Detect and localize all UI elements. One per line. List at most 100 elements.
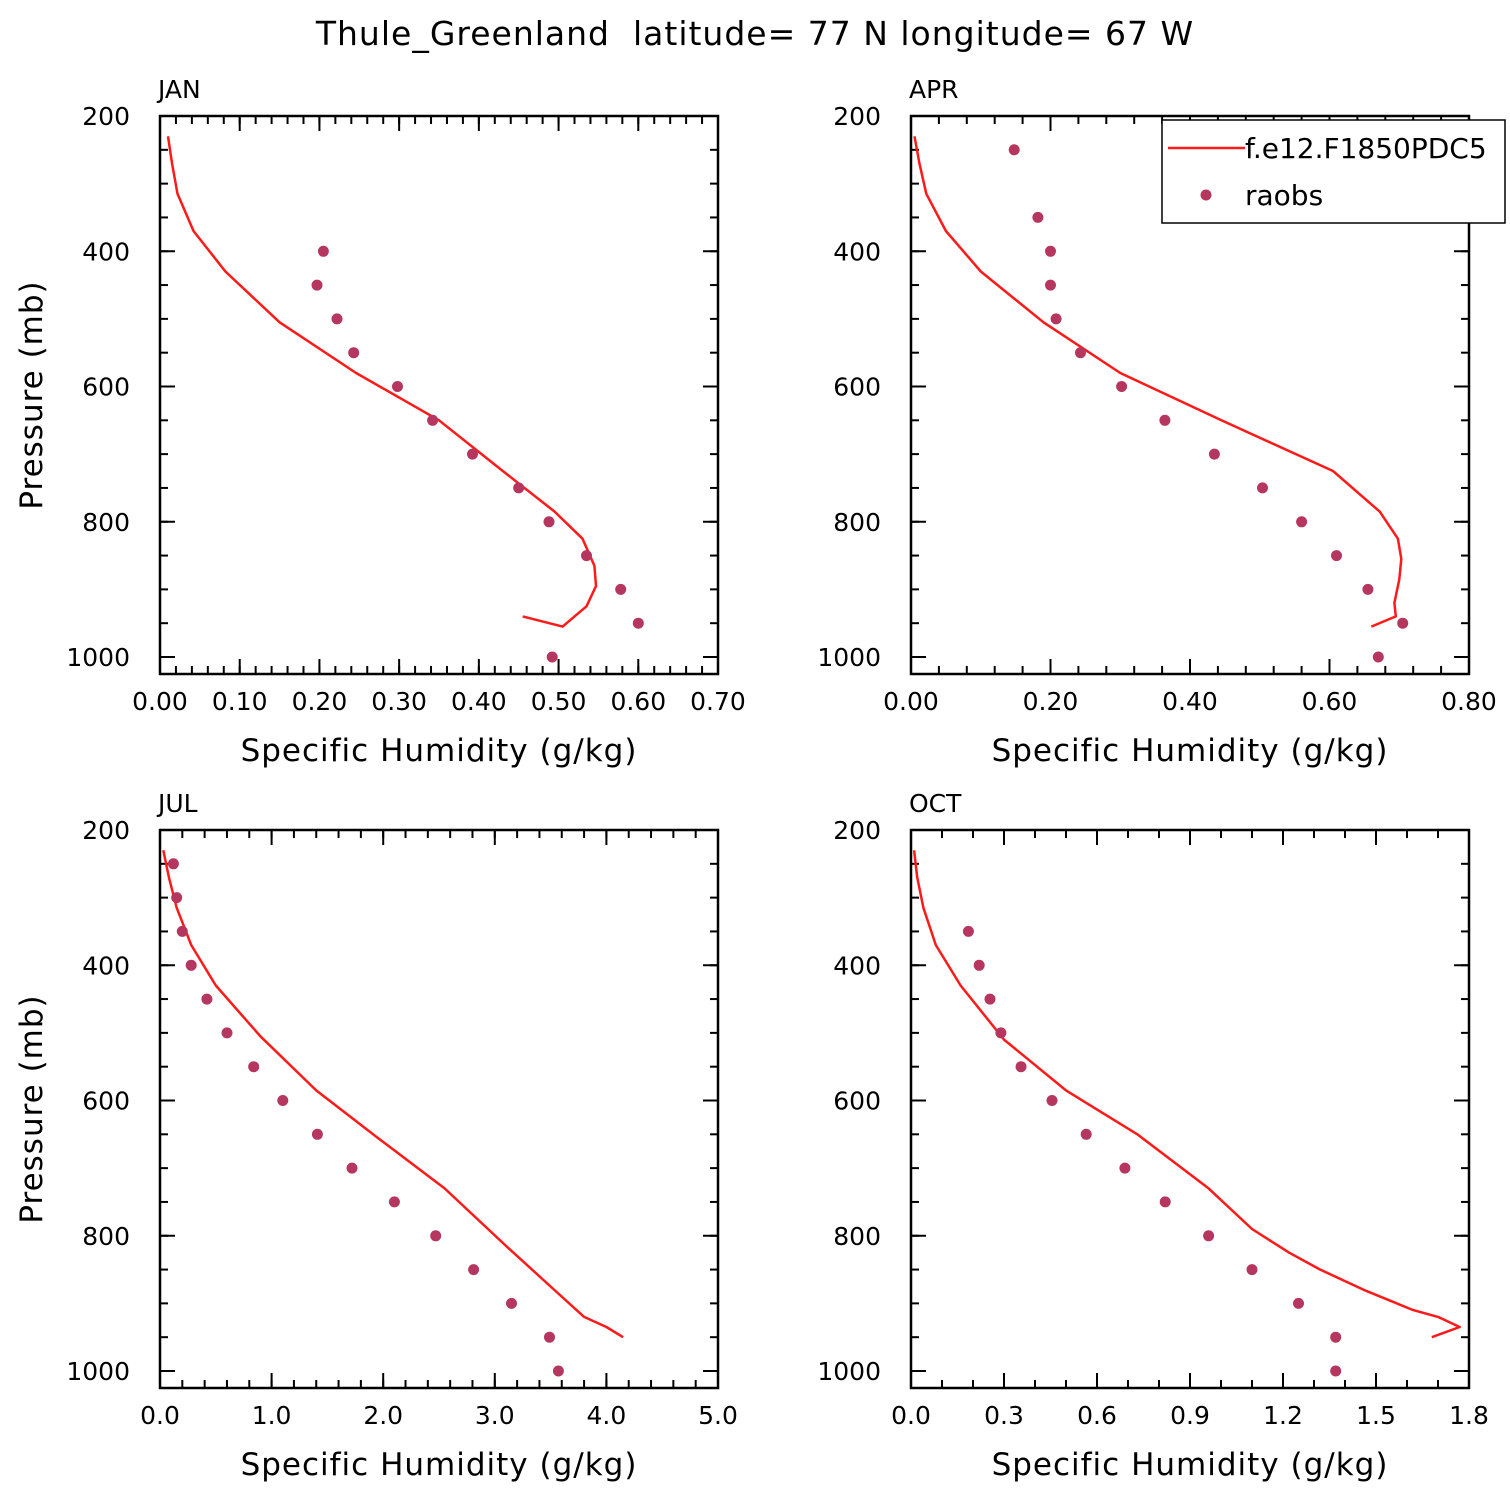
raobs-point [632,617,644,629]
x-tick-label: 0.50 [531,687,587,716]
raobs-point [581,550,592,562]
x-tick-label: 0.60 [610,687,666,716]
y-tick-label: 600 [82,373,130,402]
legend: f.e12.F1850PDC5 raobs [1161,119,1506,224]
y-tick-label: 800 [833,1222,881,1251]
raobs-point [1045,245,1056,257]
y-tick-label: 400 [833,237,881,266]
model-profile-line [913,136,1403,628]
panel-title-jul: JUL [156,789,198,818]
raobs-point [277,1095,289,1106]
raobs-point [552,1365,564,1377]
raobs-point [171,892,183,904]
y-tick-label: 400 [82,951,130,980]
raobs-point [311,1128,323,1140]
raobs-point [984,993,996,1005]
x-axis-label: Specific Humidity (g/kg) [241,733,638,769]
raobs-point [615,583,627,595]
raobs-point [331,313,343,325]
raobs-point [546,651,558,663]
panel-title-apr: APR [909,75,959,104]
y-tick-label: 200 [833,816,881,845]
legend-box [1161,119,1506,224]
raobs-point [467,448,478,460]
x-tick-label: 0.60 [1302,687,1358,716]
x-tick-label: 0.20 [1023,687,1079,716]
raobs-point [995,1027,1007,1039]
x-tick-label: 1.2 [1263,1401,1303,1430]
raobs-point [1046,1095,1058,1106]
y-axis-label: Pressure (mb) [14,994,50,1223]
x-tick-label: 0.30 [371,687,427,716]
raobs-point [392,381,403,392]
legend-label-obs: raobs [1245,179,1323,212]
y-tick-label: 400 [82,237,130,266]
raobs-point [201,993,213,1005]
raobs-point [1008,144,1020,156]
plot-frame-jul [158,828,720,1390]
y-tick-label: 800 [833,508,881,537]
raobs-point [1075,347,1086,359]
raobs-point [430,1230,442,1242]
y-tick-label: 1000 [66,1357,130,1386]
raobs-point [1257,482,1268,494]
x-tick-label: 0.10 [212,687,268,716]
x-tick-label: 0.80 [1441,687,1497,716]
x-tick-label: 0.3 [984,1401,1024,1430]
raobs-point [1246,1264,1258,1276]
raobs-point [1208,448,1220,460]
y-tick-label: 1000 [817,643,881,672]
raobs-point [221,1027,233,1039]
raobs-point [348,347,360,359]
raobs-point [1203,1230,1215,1242]
raobs-point [1119,1162,1131,1174]
x-tick-label: 0.0 [891,1401,931,1430]
raobs-point [1362,583,1374,595]
x-tick-label: 3.0 [475,1401,515,1430]
raobs-point [1050,313,1062,325]
x-tick-label: 0.20 [292,687,348,716]
y-axis-label: Pressure (mb) [14,280,50,509]
raobs-point [1032,211,1044,223]
raobs-point [176,925,188,937]
raobs-point [1397,617,1409,629]
x-tick-label: 2.0 [363,1401,403,1430]
raobs-point [1331,550,1342,562]
x-tick-label: 0.6 [1077,1401,1117,1430]
plot-frame-jan [158,114,720,676]
x-tick-label: 0.70 [690,687,746,716]
panel-title-jan: JAN [156,75,201,104]
raobs-point [388,1196,400,1208]
legend-marker-swatch [1200,189,1212,201]
model-profile-line [912,850,1461,1339]
y-tick-label: 200 [82,816,130,845]
x-tick-label: 0.9 [1170,1401,1210,1430]
raobs-point [1372,651,1384,663]
plot-frame-oct [909,828,1471,1390]
raobs-point [962,925,974,937]
raobs-point [427,414,439,426]
raobs-point [317,245,329,257]
main-title: Thule_Greenland latitude= 77 N longitude… [315,14,1194,53]
raobs-point [1015,1061,1027,1073]
x-tick-label: 0.40 [1162,687,1218,716]
raobs-point [973,959,985,971]
x-tick-label: 0.00 [132,687,188,716]
y-tick-label: 600 [833,373,881,402]
panel-jul: 0.0 1.0 2.0 3.0 4.0 5.0 200 400 600 800 1000 JUL Spe… [14,789,738,1483]
panel-oct: 0.0 0.3 0.6 0.9 1.2 1.5 1.8 200 400 600 800 1000 OCT… [817,789,1489,1483]
y-tick-label: 1000 [817,1357,881,1386]
model-profile-line [166,136,598,628]
raobs-point [544,1331,555,1343]
raobs-point [1159,414,1171,426]
raobs-point [185,959,197,971]
raobs-point [506,1297,517,1309]
x-tick-label: 1.0 [252,1401,292,1430]
x-axis-label: Specific Humidity (g/kg) [992,733,1389,769]
x-tick-label: 0.00 [883,687,939,716]
y-tick-label: 800 [82,508,130,537]
panel-jan: 0.00 0.10 0.20 0.30 0.40 0.50 0.60 0.70 200 400 60… [14,75,746,769]
raobs-point [1330,1365,1342,1377]
x-tick-label: 0.40 [451,687,507,716]
legend-label-model: f.e12.F1850PDC5 [1245,132,1487,165]
